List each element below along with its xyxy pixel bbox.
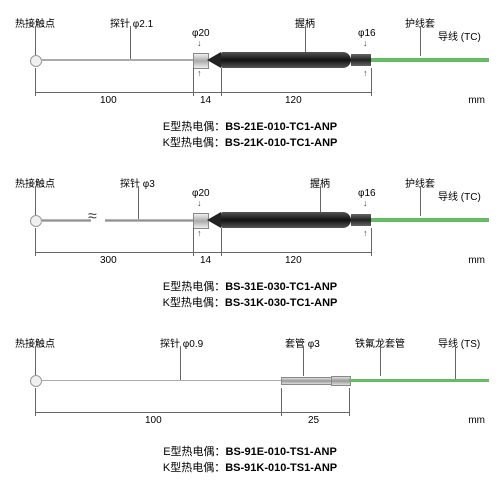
lead-line <box>420 186 421 216</box>
lead-line <box>35 26 36 56</box>
probe-tip <box>30 55 42 67</box>
k-label: K型热电偶： <box>163 462 225 474</box>
tick <box>371 228 372 256</box>
lead-label: 导线 (TC) <box>438 188 481 203</box>
e-label: E型热电偶： <box>163 281 225 293</box>
dim-25: 25 <box>308 415 319 426</box>
arrow: ↓ <box>197 198 202 208</box>
lead-line <box>130 26 131 61</box>
tube-end <box>331 376 351 386</box>
dim-line <box>35 252 193 253</box>
models: E型热电偶：BS-91E-010-TS1-ANP K型热电偶：BS-91K-01… <box>10 443 490 475</box>
dim-line <box>35 92 193 93</box>
dim-line <box>221 92 371 93</box>
k-model: BS-31K-030-TC1-ANP <box>225 297 337 309</box>
arrow: ↓ <box>363 38 368 48</box>
diagram-2: 热接触点 探针 φ3 φ20 握柄 φ16 护线套 导线 (TC) ↓ ↓ ≈ … <box>10 170 490 325</box>
k-model: BS-21K-010-TC1-ANP <box>225 137 337 149</box>
unit: mm <box>468 415 485 426</box>
lead-line <box>35 346 36 376</box>
handle <box>221 52 351 68</box>
cable <box>371 58 489 62</box>
lead-line <box>320 186 321 214</box>
cable <box>371 218 489 222</box>
e-label: E型热电偶： <box>163 121 225 133</box>
lead-line <box>380 346 381 376</box>
probe-shaft <box>41 380 281 381</box>
models: E型热电偶：BS-21E-010-TC1-ANP K型热电偶：BS-21K-01… <box>10 118 490 150</box>
lead-label: 导线 (TC) <box>438 28 481 43</box>
probe-shaft <box>41 59 193 61</box>
cone <box>207 212 221 228</box>
models: E型热电偶：BS-31E-030-TC1-ANP K型热电偶：BS-31K-03… <box>10 278 490 310</box>
dim-line <box>35 412 281 413</box>
lead-line <box>305 26 306 54</box>
dim-120: 120 <box>285 255 302 266</box>
lead-line <box>455 346 456 380</box>
sleeve <box>351 214 371 226</box>
cable <box>349 379 489 382</box>
lead-line <box>303 346 304 376</box>
dim-line <box>193 252 221 253</box>
arrow: ↑ <box>197 68 202 78</box>
dim-120: 120 <box>285 95 302 106</box>
e-model: BS-31E-030-TC1-ANP <box>225 281 337 293</box>
unit: mm <box>468 95 485 106</box>
dim-line <box>193 92 221 93</box>
arrow: ↑ <box>363 68 368 78</box>
unit: mm <box>468 255 485 266</box>
tick <box>371 68 372 96</box>
probe-label: 探针 φ2.1 <box>110 15 153 30</box>
k-label: K型热电偶： <box>163 137 225 149</box>
k-label: K型热电偶： <box>163 297 225 309</box>
diagram-1: 热接触点 探针 φ2.1 φ20 握柄 φ16 护线套 导线 (TC) ↓ ↓ … <box>10 10 490 165</box>
arrow: ↑ <box>197 228 202 238</box>
cone <box>207 52 221 68</box>
arrow: ↓ <box>363 198 368 208</box>
arrow: ↓ <box>197 38 202 48</box>
dim-14: 14 <box>200 255 211 266</box>
e-label: E型热电偶： <box>163 446 225 458</box>
probe-label: 探针 φ0.9 <box>160 335 203 350</box>
probe-shaft <box>41 219 91 222</box>
handle <box>221 212 351 228</box>
dim-100: 100 <box>100 95 117 106</box>
sleeve <box>351 54 371 66</box>
break-mark: ≈ <box>88 208 97 226</box>
lead-label: 导线 (TS) <box>438 335 480 350</box>
probe-tip <box>30 375 42 387</box>
dim-300: 300 <box>100 255 117 266</box>
dim-14: 14 <box>200 95 211 106</box>
dim-100: 100 <box>145 415 162 426</box>
tick <box>349 388 350 416</box>
e-model: BS-91E-010-TS1-ANP <box>226 446 337 458</box>
dim-line <box>281 412 349 413</box>
diagram-3: 热接触点 探针 φ0.9 套管 φ3 铁氟龙套管 导线 (TS) 100 25 … <box>10 330 490 485</box>
e-model: BS-21E-010-TC1-ANP <box>225 121 337 133</box>
probe-shaft <box>105 219 193 222</box>
lead-line <box>420 26 421 56</box>
lead-line <box>138 186 139 221</box>
k-model: BS-91K-010-TS1-ANP <box>225 462 337 474</box>
lead-line <box>35 186 36 216</box>
arrow: ↑ <box>363 228 368 238</box>
lead-line <box>180 346 181 381</box>
dim-line <box>221 252 371 253</box>
tube <box>281 377 333 385</box>
